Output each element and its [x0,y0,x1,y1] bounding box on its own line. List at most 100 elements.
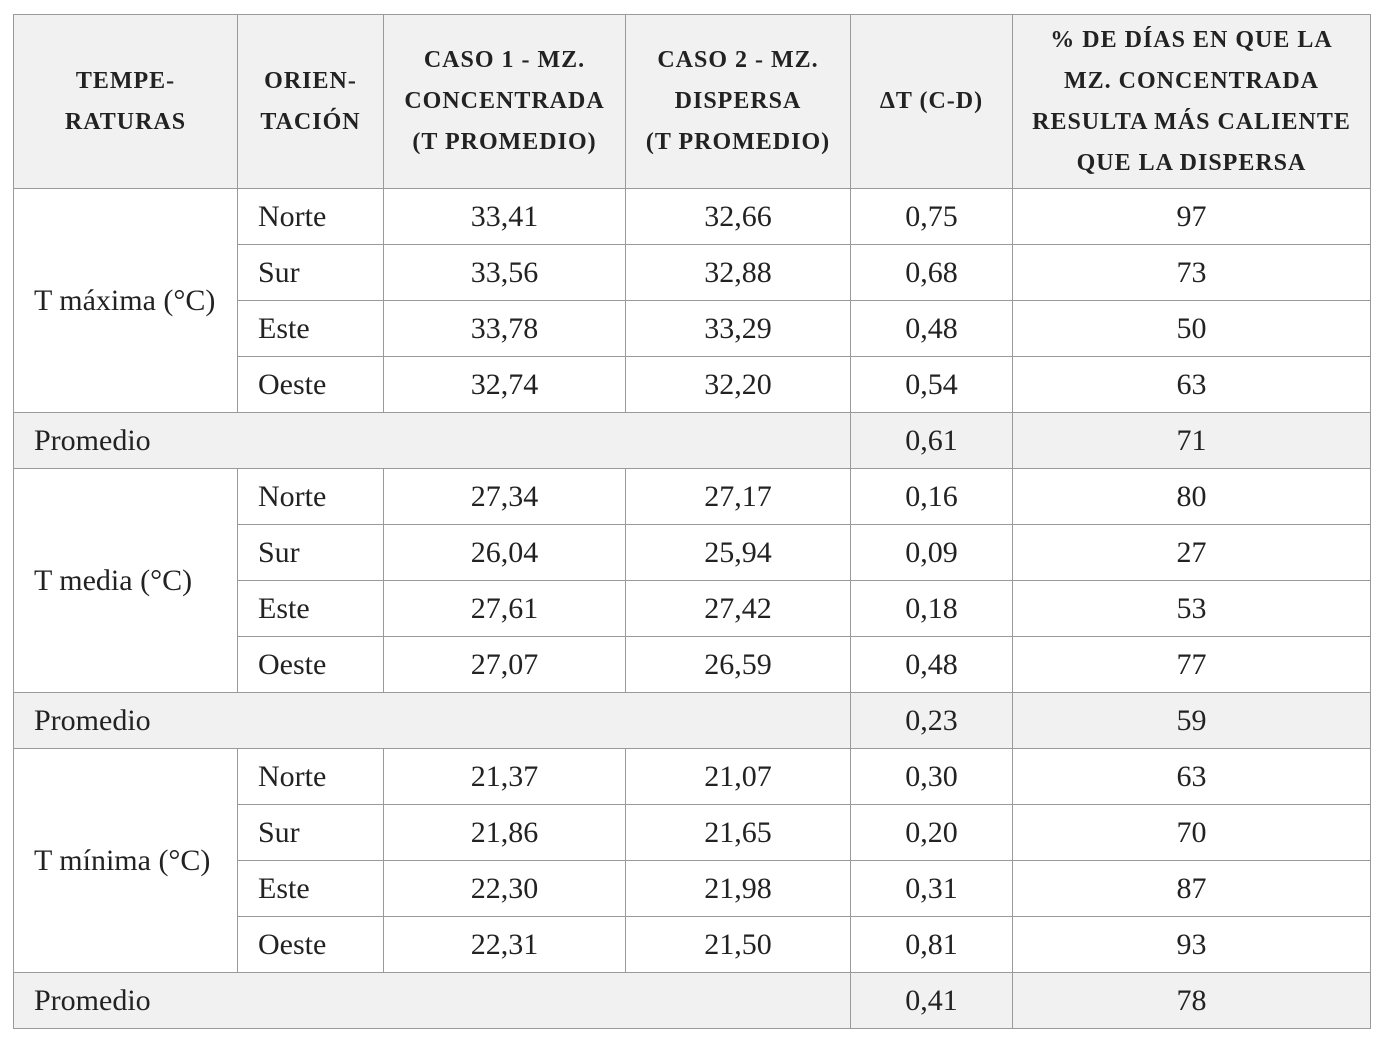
value-cell: 26,59 [625,636,851,693]
value-cell: 27,34 [383,468,626,525]
value-cell: 0,68 [850,244,1013,301]
average-label: Promedio [13,412,851,469]
value-cell: 27,61 [383,580,626,637]
value-cell: 21,50 [625,916,851,973]
value-cell: 21,37 [383,748,626,805]
average-label: Promedio [13,692,851,749]
orientation-cell: Sur [237,524,384,581]
value-cell: 0,20 [850,804,1013,861]
value-cell: 27,42 [625,580,851,637]
value-cell: 63 [1012,356,1371,413]
header-line: TEMPE- [75,67,176,94]
value-cell: 50 [1012,300,1371,357]
section-label: T máxima (°C) [13,188,238,413]
value-cell: 53 [1012,580,1371,637]
value-cell: 27 [1012,524,1371,581]
value-cell: 78 [1012,972,1371,1029]
value-cell: 25,94 [625,524,851,581]
data-row: Oeste 22,31 21,50 0,81 93 [14,916,1371,973]
orientation-cell: Oeste [237,636,384,693]
value-cell: 32,88 [625,244,851,301]
value-cell: 80 [1012,468,1371,525]
header-line: CASO 1 - MZ. [423,47,586,73]
value-cell: 0,31 [850,860,1013,917]
value-cell: 0,09 [850,524,1013,581]
average-label: Promedio [13,972,851,1029]
orientation-cell: Norte [237,748,384,805]
value-cell: 21,65 [625,804,851,861]
value-cell: 22,30 [383,860,626,917]
header-line: ORIEN- [264,67,357,94]
header-line: CONCENTRADA [404,88,605,114]
value-cell: 33,29 [625,300,851,357]
value-cell: 32,66 [625,188,851,245]
section-label: T media (°C) [13,468,238,693]
value-cell: 27,07 [383,636,626,693]
value-cell: 21,07 [625,748,851,805]
header-cell: CASO 2 - MZ. DISPERSA (T PROMEDIO) [625,14,851,189]
orientation-cell: Sur [237,804,384,861]
value-cell: 97 [1012,188,1371,245]
orientation-cell: Este [237,580,384,637]
orientation-cell: Sur [237,244,384,301]
data-row: Sur 21,86 21,65 0,20 70 [14,804,1371,861]
header-row: TEMPE- RATURAS ORIEN- TACIÓN CASO 1 - MZ. CON… [13,14,1371,189]
value-cell: 0,16 [850,468,1013,525]
header-line: ΔT (C-D) [879,88,984,114]
value-cell: 22,31 [383,916,626,973]
orientation-cell: Este [237,300,384,357]
value-cell: 0,61 [850,412,1013,469]
value-cell: 0,48 [850,636,1013,693]
orientation-cell: Oeste [237,916,384,973]
header-line: MZ. CONCENTRADA [1064,67,1319,94]
header-cell: ΔT (C-D) [850,14,1013,189]
header-line: RESULTA MÁS CALIENTE [1032,108,1351,135]
value-cell: 0,18 [850,580,1013,637]
value-cell: 26,04 [383,524,626,581]
value-cell: 32,74 [383,356,626,413]
value-cell: 27,17 [625,468,851,525]
average-row: Promedio 0,41 78 [13,972,1371,1029]
value-cell: 0,75 [850,188,1013,245]
data-table: TEMPE- RATURAS ORIEN- TACIÓN CASO 1 - MZ. CON… [13,14,1371,1029]
value-cell: 0,23 [850,692,1013,749]
value-cell: 93 [1012,916,1371,973]
value-cell: 87 [1012,860,1371,917]
value-cell: 63 [1012,748,1371,805]
data-row: T mínima (°C) Norte 21,37 21,07 0,30 63 [13,748,1371,973]
header-line: TACIÓN [260,108,361,135]
table-body: T máxima (°C) Norte 33,41 32,66 0,75 97 Sur 33,… [13,188,1371,1029]
value-cell: 59 [1012,692,1371,749]
header-line: (T PROMEDIO) [645,129,831,155]
header-cell: % DE DÍAS EN QUE LA MZ. CONCENTRADA RESULT… [1012,14,1371,189]
data-row: Este 27,61 27,42 0,18 53 [14,580,1371,637]
average-row: Promedio 0,61 71 [13,412,1371,469]
value-cell: 21,98 [625,860,851,917]
data-row: T media (°C) Norte 27,34 27,17 0,16 80 [13,468,1371,693]
value-cell: 70 [1012,804,1371,861]
value-cell: 33,78 [383,300,626,357]
value-cell: 71 [1012,412,1371,469]
header-line: RATURAS [64,108,187,135]
value-cell: 0,54 [850,356,1013,413]
value-cell: 77 [1012,636,1371,693]
value-cell: 0,81 [850,916,1013,973]
value-cell: 0,48 [850,300,1013,357]
data-row: Este 33,78 33,29 0,48 50 [14,300,1371,357]
orientation-cell: Norte [237,468,384,525]
header-line: % DE DÍAS EN QUE LA [1050,26,1333,53]
value-cell: 21,86 [383,804,626,861]
value-cell: 33,56 [383,244,626,301]
orientation-cell: Norte [237,188,384,245]
header-cell: CASO 1 - MZ. CONCENTRADA (T PROMEDIO) [383,14,626,189]
data-row: T máxima (°C) Norte 33,41 32,66 0,75 97 [13,188,1371,413]
header-line: CASO 2 - MZ. [657,47,819,73]
value-cell: 32,20 [625,356,851,413]
value-cell: 73 [1012,244,1371,301]
section-label: T mínima (°C) [13,748,238,973]
header-line: DISPERSA [674,88,802,114]
header-line: QUE LA DISPERSA [1076,149,1307,176]
data-row: Este 22,30 21,98 0,31 87 [14,860,1371,917]
data-row: Oeste 32,74 32,20 0,54 63 [14,356,1371,413]
